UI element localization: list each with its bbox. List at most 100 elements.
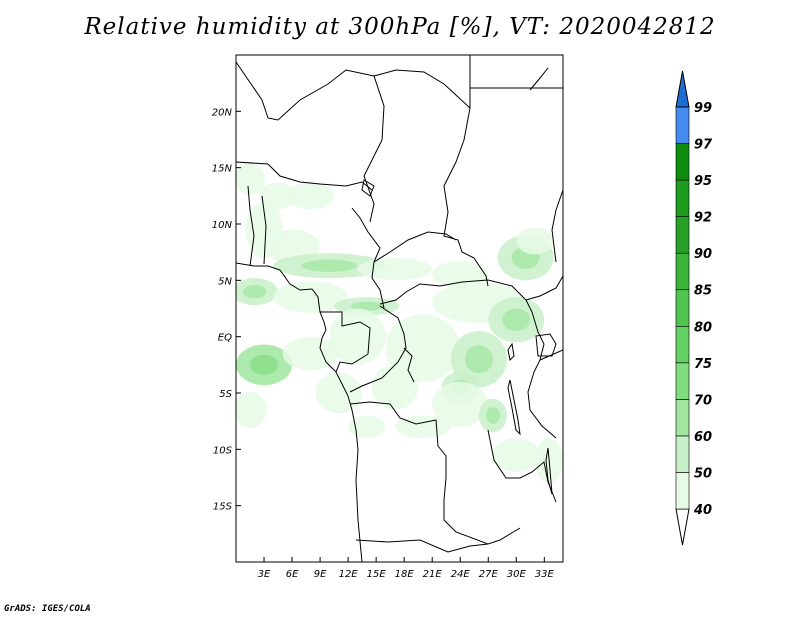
humidity-core bbox=[243, 284, 267, 299]
colorbar-segment bbox=[675, 325, 690, 364]
colorbar-segment bbox=[675, 435, 690, 473]
lake-chad bbox=[361, 179, 375, 197]
humidity-patch bbox=[348, 415, 386, 439]
humidity-core bbox=[250, 354, 279, 375]
lat-tick-label: 15S bbox=[213, 502, 233, 513]
colorbar-segment bbox=[675, 106, 690, 144]
map-frame bbox=[235, 54, 564, 563]
border-car-south bbox=[379, 279, 527, 305]
lon-tick-label: 21E bbox=[423, 569, 443, 580]
colorbar-segment bbox=[675, 472, 690, 510]
lon-tick-label: 27E bbox=[479, 569, 499, 580]
humidity-patch bbox=[432, 381, 489, 427]
lake-victoria bbox=[535, 333, 557, 357]
humidity-patch bbox=[329, 308, 386, 365]
border-zambia bbox=[487, 429, 557, 503]
colorbar-below-arrow bbox=[675, 508, 690, 546]
humidity-patch bbox=[357, 257, 433, 281]
lon-tick-label: 9E bbox=[314, 569, 327, 580]
colorbar-label: 70 bbox=[694, 393, 712, 408]
colorbar-segment bbox=[675, 179, 690, 217]
border-tanzania bbox=[539, 349, 563, 361]
border-angola-north bbox=[349, 401, 439, 447]
lake-malawi bbox=[545, 447, 553, 495]
lat-tick-label: 5N bbox=[218, 276, 232, 287]
map-title: Relative humidity at 300hPa [%], VT: 202… bbox=[84, 14, 716, 40]
lake-kivu bbox=[507, 342, 515, 362]
lat-tick-label: 10N bbox=[212, 220, 233, 231]
humidity-core bbox=[350, 301, 384, 311]
colorbar-label: 90 bbox=[694, 247, 712, 262]
border-burkina-niger bbox=[236, 161, 373, 191]
humidity-core bbox=[485, 407, 500, 424]
lon-tick-label: 30E bbox=[507, 569, 527, 580]
colorbar-segment bbox=[675, 289, 690, 327]
lon-tick-label: 24E bbox=[451, 569, 471, 580]
colorbar: 40 50 60 70 75 80 85 90 92 95 97 99 bbox=[675, 70, 713, 546]
border-benin-nigeria bbox=[261, 195, 267, 265]
humidity-patch bbox=[273, 281, 349, 314]
lon-tick-label: 12E bbox=[339, 569, 359, 580]
latitude-ticks: 20N 15N 10N 5N EQ 5S 10S 15S bbox=[212, 107, 241, 513]
humidity-patch bbox=[282, 336, 339, 371]
humidity-patch bbox=[385, 314, 461, 382]
humidity-field bbox=[236, 163, 563, 484]
lon-tick-label: 15E bbox=[367, 569, 387, 580]
colorbar-label: 60 bbox=[694, 430, 712, 445]
coastline-west bbox=[236, 262, 363, 562]
humidity-patch bbox=[236, 391, 267, 428]
border-niger-chad bbox=[363, 75, 385, 223]
border-chad-sudan bbox=[443, 107, 489, 287]
lat-tick-label: 15N bbox=[212, 164, 233, 175]
border-mali-niger bbox=[236, 61, 375, 121]
lon-tick-label: 18E bbox=[395, 569, 415, 580]
humidity-patch bbox=[287, 182, 335, 210]
colorbar-segment bbox=[675, 216, 690, 254]
humidity-core bbox=[502, 308, 531, 332]
lat-tick-label: 10S bbox=[213, 445, 233, 456]
border-algeria-libya bbox=[373, 69, 471, 109]
border-sudan-east bbox=[551, 189, 563, 263]
colorbar-label: 95 bbox=[694, 174, 712, 189]
border-chad-car bbox=[373, 231, 457, 263]
colorbar-above-arrow bbox=[675, 70, 690, 108]
humidity-core bbox=[301, 259, 358, 272]
lat-tick-label: 5S bbox=[219, 389, 232, 400]
lake-tanganyika bbox=[507, 379, 521, 436]
colorbar-label: 80 bbox=[694, 320, 712, 335]
lat-tick-label: 20N bbox=[212, 107, 233, 118]
border-nigeria-cameroon bbox=[351, 207, 385, 309]
border-east-africa bbox=[525, 299, 557, 439]
colorbar-label: 75 bbox=[694, 357, 712, 372]
colorbar-label: 40 bbox=[693, 503, 712, 518]
colorbar-label: 92 bbox=[694, 211, 712, 226]
lat-tick-label: EQ bbox=[218, 333, 232, 344]
colorbar-label: 85 bbox=[694, 284, 712, 299]
colorbar-label: 99 bbox=[694, 101, 712, 116]
congo-river bbox=[403, 347, 415, 383]
border-kenya-uganda bbox=[525, 275, 563, 301]
colorbar-segment bbox=[675, 143, 690, 181]
colorbar-segment bbox=[675, 399, 690, 437]
humidity-core bbox=[464, 345, 493, 374]
colorbar-segment bbox=[675, 252, 690, 291]
border-benin-togo bbox=[247, 185, 255, 267]
colorbar-segment bbox=[675, 362, 690, 400]
longitude-ticks: 3E 6E 9E 12E 15E 18E 21E 24E 27E 30E 33E bbox=[258, 557, 555, 580]
island-red-sea bbox=[529, 67, 549, 91]
humidity-patch bbox=[371, 364, 419, 410]
country-borders bbox=[236, 55, 563, 562]
humidity-patch bbox=[492, 438, 540, 472]
lon-tick-label: 6E bbox=[286, 569, 299, 580]
lon-tick-label: 3E bbox=[258, 569, 271, 580]
colorbar-label: 97 bbox=[694, 138, 713, 153]
border-angola-east bbox=[437, 445, 521, 545]
lon-tick-label: 33E bbox=[535, 569, 555, 580]
border-gabon bbox=[320, 311, 371, 373]
credit-footer: GrADS: IGES/COLA bbox=[4, 604, 91, 614]
colorbar-label: 50 bbox=[694, 466, 712, 481]
humidity-patch bbox=[236, 163, 265, 195]
border-angola-south bbox=[355, 539, 489, 553]
humidity-patch bbox=[315, 372, 363, 414]
